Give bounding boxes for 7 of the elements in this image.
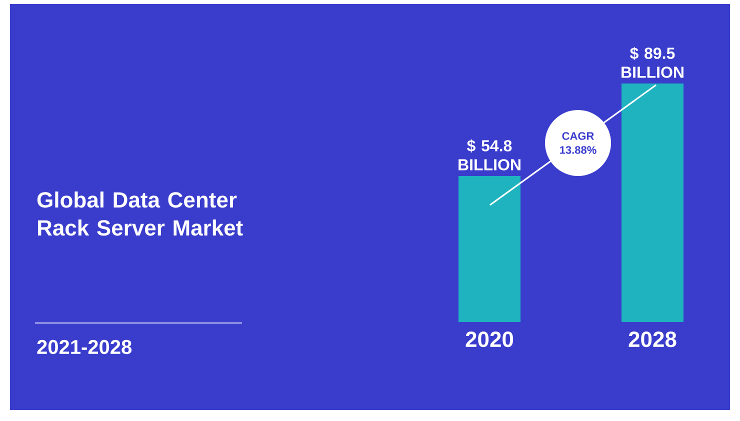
x-tick-label: 2020: [466, 332, 514, 348]
data-label: $ 89.5 BILLION: [622, 46, 684, 78]
annotation: CAGR 13.88%: [560, 132, 596, 154]
text: 2021-2028: [37, 340, 132, 354]
data-label: $ 54.8 BILLION: [458, 139, 520, 170]
text: Global Data Center Rack Server Market: [37, 192, 243, 236]
x-tick-label: 2028: [628, 332, 676, 348]
